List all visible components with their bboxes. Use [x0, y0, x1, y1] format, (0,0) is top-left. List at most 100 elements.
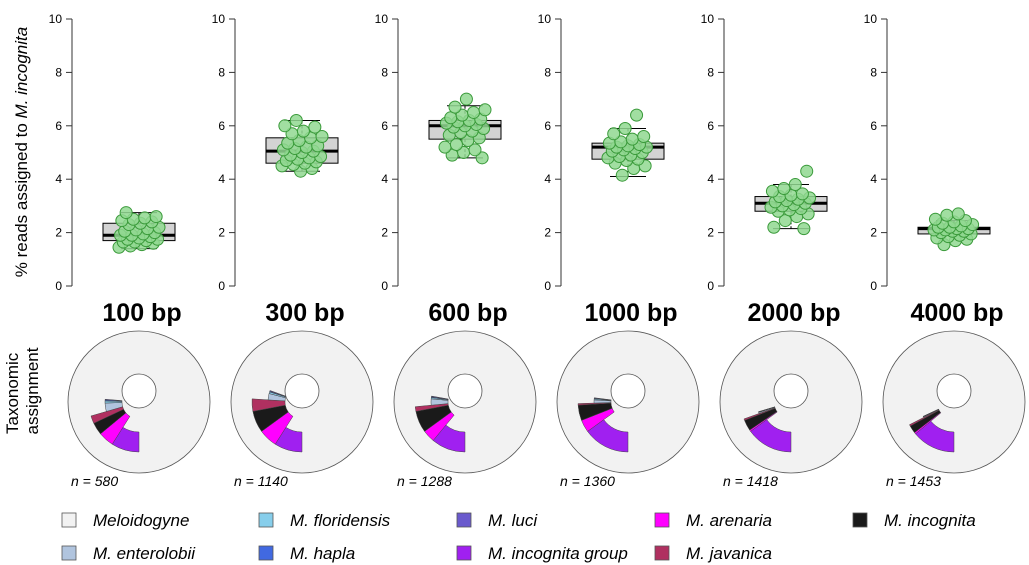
data-point [800, 164, 814, 178]
y-tick-label: 2 [55, 226, 62, 240]
data-point [438, 140, 452, 154]
data-point [630, 108, 644, 122]
data-point [951, 207, 965, 221]
box-panel: 0 2 4 6 8 10 2000 bp [701, 12, 841, 327]
data-point [308, 120, 322, 134]
data-point [928, 212, 942, 226]
legend-label: M. floridensis [290, 511, 391, 530]
legend-swatch [258, 545, 274, 561]
y-tick-label: 10 [701, 12, 715, 26]
y-tick-label: 4 [218, 172, 225, 186]
y-tick-label: 8 [870, 65, 877, 79]
donut-chart: n = 1418 [719, 330, 863, 489]
sample-size-label: n = 1453 [886, 473, 941, 489]
pie-row-title: Taxonomic assignment [3, 347, 42, 434]
data-point [765, 184, 779, 198]
y-tick-label: 10 [212, 12, 226, 26]
y-tick-label: 8 [218, 65, 225, 79]
y-tick-label: 6 [218, 119, 225, 133]
legend-label: M. hapla [290, 544, 355, 563]
y-tick-label: 6 [381, 119, 388, 133]
box-panel: 0 2 4 6 8 10 600 bp [375, 12, 508, 327]
donut-slice [593, 397, 612, 401]
legend-swatch [852, 512, 868, 528]
donut-slice [104, 398, 123, 402]
data-point [448, 100, 462, 114]
y-tick-label: 4 [707, 172, 714, 186]
y-tick-label: 4 [55, 172, 62, 186]
legend-label: M. enterolobii [93, 544, 196, 563]
donut-slice [922, 408, 939, 417]
data-point [795, 187, 809, 201]
y-tick-label: 10 [538, 12, 552, 26]
data-point [777, 182, 791, 196]
y-tick-label: 0 [55, 279, 62, 293]
legend-swatch [456, 545, 472, 561]
data-point [459, 92, 473, 106]
y-tick-label: 8 [55, 65, 62, 79]
legend-item: M. incognita [852, 511, 976, 530]
box-panel: 0 2 4 6 8 10 1000 bp [538, 12, 678, 327]
data-point [607, 127, 621, 141]
y-tick-label: 6 [707, 119, 714, 133]
sample-size-label: n = 1360 [560, 473, 615, 489]
y-axis-title-species: M. incognita [12, 27, 31, 119]
legend-item: M. hapla [258, 544, 355, 563]
legend-swatch [61, 512, 77, 528]
donut-slice [758, 406, 776, 413]
box-panel: 0 2 4 6 8 10 300 bp [212, 12, 345, 327]
data-point [767, 220, 781, 234]
legend-item: M. javanica [654, 544, 772, 563]
data-point [467, 105, 481, 119]
donut-hole [121, 373, 157, 409]
donut-hole [936, 373, 972, 409]
y-tick-label: 0 [870, 279, 877, 293]
data-point [296, 124, 310, 138]
donut-hole [447, 373, 483, 409]
donut-chart: n = 1140 [230, 330, 374, 489]
data-point [478, 103, 492, 117]
y-tick-label: 0 [707, 279, 714, 293]
box-panel: 0 2 4 6 8 10 100 bp [49, 12, 182, 327]
y-tick-label: 10 [375, 12, 389, 26]
legend-item: M. incognita group [456, 544, 628, 563]
data-point [119, 206, 133, 220]
panel-label: 600 bp [428, 299, 507, 327]
legend-label: M. incognita [884, 511, 976, 530]
y-tick-label: 6 [55, 119, 62, 133]
y-tick-label: 8 [381, 65, 388, 79]
data-point [625, 132, 639, 146]
data-point [289, 113, 303, 127]
data-point [449, 137, 463, 151]
y-tick-label: 2 [218, 226, 225, 240]
data-point [278, 119, 292, 133]
data-point [615, 168, 629, 182]
y-axis-title-main: % reads assigned to [12, 118, 31, 277]
legend-label: Meloidogyne [93, 511, 189, 530]
data-point [138, 211, 152, 225]
donut-slice [431, 395, 449, 400]
y-tick-label: 2 [870, 226, 877, 240]
sample-size-label: n = 1140 [234, 473, 288, 489]
legend-label: M. incognita group [488, 544, 628, 563]
y-tick-label: 10 [864, 12, 878, 26]
y-tick-label: 8 [707, 65, 714, 79]
y-axis-title: % reads assigned to M. incognita [12, 27, 31, 277]
legend-swatch [456, 512, 472, 528]
panel-label: 100 bp [102, 299, 181, 327]
legend-swatch [654, 545, 670, 561]
panel-label: 2000 bp [747, 299, 840, 327]
data-point [940, 208, 954, 222]
legend-label: M. arenaria [686, 511, 772, 530]
legend-swatch [61, 545, 77, 561]
box-panel: 0 2 4 6 8 10 4000 bp [864, 12, 1004, 327]
donut-chart: n = 1453 [882, 330, 1026, 489]
y-tick-label: 0 [218, 279, 225, 293]
donut-hole [610, 373, 646, 409]
legend-label: M. javanica [686, 544, 772, 563]
legend-item: M. arenaria [654, 511, 772, 530]
legend-item: M. enterolobii [61, 544, 196, 563]
sample-size-label: n = 1418 [723, 473, 778, 489]
